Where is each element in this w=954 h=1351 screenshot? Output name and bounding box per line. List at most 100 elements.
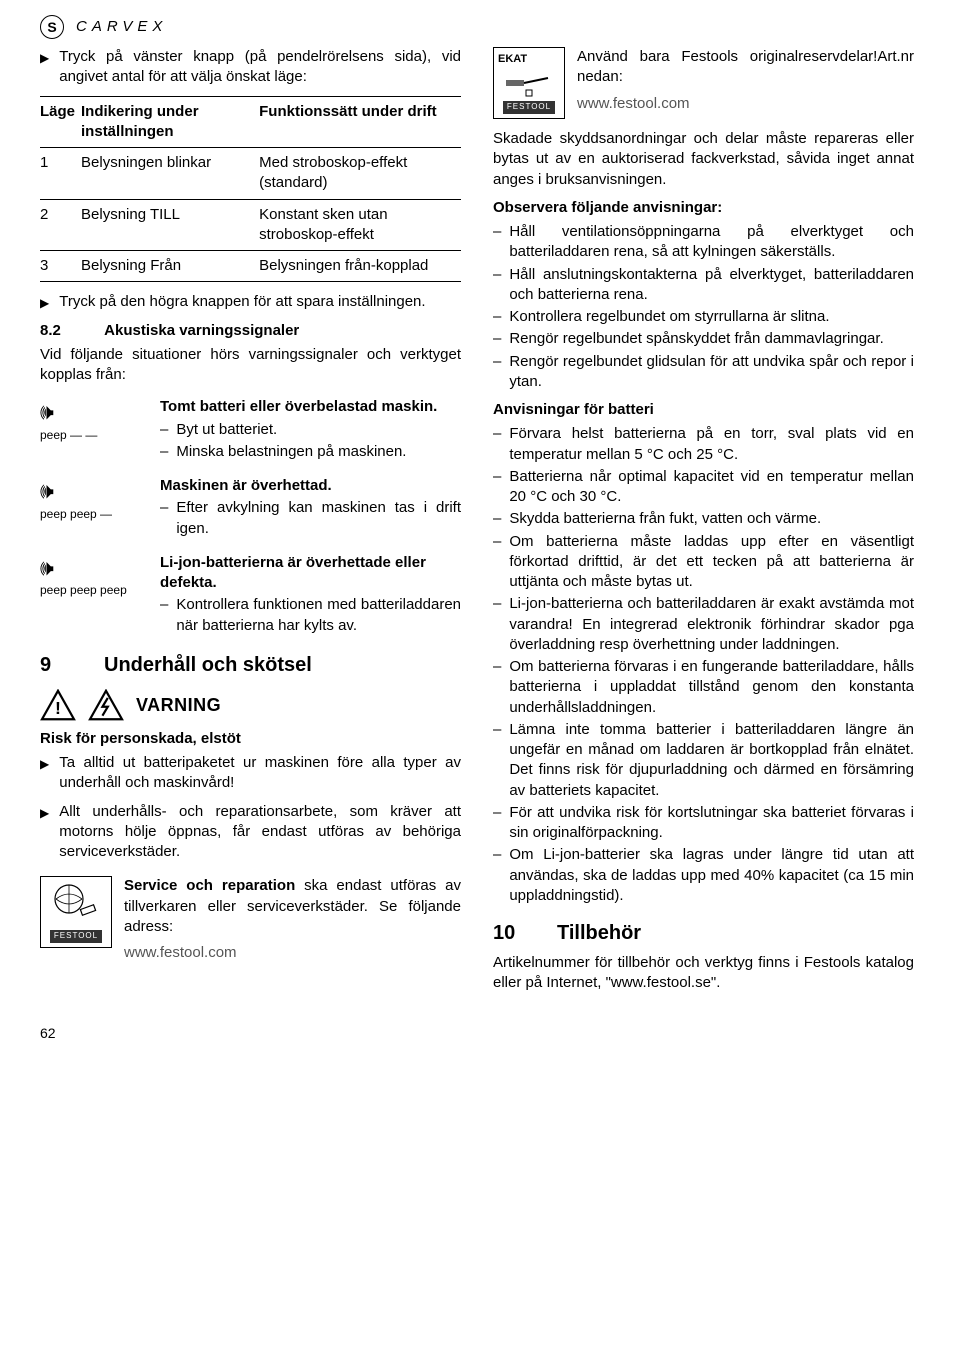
battery-list: –Förvara helst batterierna på en torr, s… xyxy=(493,424,914,906)
list-item: –Kontrollera funktionen med batteriladda… xyxy=(160,595,461,636)
left-column: ▶ Tryck på vänster knapp (på pendelrörel… xyxy=(40,47,461,994)
list-item: –Rengör regelbundet spånskyddet från dam… xyxy=(493,329,914,349)
list-item: –Håll ventilationsöppningarna på elverkt… xyxy=(493,222,914,263)
cell: Konstant sken utan stroboskop-effekt xyxy=(259,199,461,251)
globe-wrench-icon xyxy=(51,881,101,921)
signal-title: Tomt batteri eller överbelastad maskin. xyxy=(160,397,461,417)
festool-logo: FESTOOL xyxy=(50,930,102,943)
item-text: Rengör regelbundet glidsulan för att und… xyxy=(509,352,914,393)
th-indication: Indikering under inställningen xyxy=(81,96,259,148)
speaker-icon: 🕪 xyxy=(40,397,150,427)
list-item: –Batterierna når optimal kapacitet vid e… xyxy=(493,467,914,508)
list-item: –Minska belastningen på maskinen. xyxy=(160,442,461,462)
item-text: Kontrollera funktionen med batteriladdar… xyxy=(176,595,461,636)
item-text: Rengör regelbundet spånskyddet från damm… xyxy=(509,329,883,349)
warning-electric-icon xyxy=(88,689,124,721)
beep-pattern: peep peep peep xyxy=(40,582,150,598)
list-item: –Om Li-jon-batterier ska lagras under lä… xyxy=(493,845,914,906)
section-title: Akustiska varningssignaler xyxy=(104,322,299,339)
triangle-icon: ▶ xyxy=(40,292,49,312)
table-row: 1 Belysningen blinkar Med stroboskop-eff… xyxy=(40,148,461,200)
service-text: Service och reparation ska endast utföra… xyxy=(124,877,461,935)
item-text: Allt underhålls- och reparationsarbete, … xyxy=(59,802,461,863)
signal-icon-col: 🕪 peep peep peep xyxy=(40,553,150,638)
item-text: Skydda batterierna från fukt, vatten och… xyxy=(509,509,821,529)
section-8-2-heading: 8.2 Akustiska varningssignaler xyxy=(40,321,461,341)
language-badge: S xyxy=(40,15,64,39)
page-header: S CARVEX xyxy=(40,15,914,39)
section-9-heading: 9 Underhåll och skötsel xyxy=(40,652,461,679)
list-item: –Li-jon-batterierna och batteriladdaren … xyxy=(493,594,914,655)
list-item: –Kontrollera regelbundet om styrrullarna… xyxy=(493,307,914,327)
ekat-link: www.festool.com xyxy=(577,94,914,114)
triangle-icon: ▶ xyxy=(40,753,49,794)
screwdriver-icon xyxy=(504,70,554,98)
speaker-icon: 🕪 xyxy=(40,553,150,583)
list-item: –Rengör regelbundet glidsulan för att un… xyxy=(493,352,914,393)
intro-text: Tryck på vänster knapp (på pendelrörelse… xyxy=(59,47,461,88)
item-text: Om Li-jon-batterier ska lagras under län… xyxy=(509,845,914,906)
damaged-text: Skadade skyddsanordningar och delar måst… xyxy=(493,129,914,190)
section-number: 8.2 xyxy=(40,321,100,341)
cell: Belysningen från-kopplad xyxy=(259,251,461,282)
list-item: –Om batterierna måste laddas upp efter e… xyxy=(493,532,914,593)
after-table-bullet: ▶ Tryck på den högra knappen för att spa… xyxy=(40,292,461,312)
after-table-text: Tryck på den högra knappen för att spara… xyxy=(59,292,425,312)
sec10-text: Artikelnummer för tillbehör och verktyg … xyxy=(493,953,914,994)
cell: Med stroboskop-effekt (standard) xyxy=(259,148,461,200)
service-link: www.festool.com xyxy=(124,943,461,963)
cell: 2 xyxy=(40,199,81,251)
section-title: Underhåll och skötsel xyxy=(104,652,312,679)
list-item: –Lämna inte tomma batterier i batterilad… xyxy=(493,720,914,801)
ekat-label: EKAT xyxy=(498,52,527,67)
signal-title: Li-jon-batterierna är överhettade eller … xyxy=(160,553,461,594)
list-item: –Håll anslutningskontakterna på elverkty… xyxy=(493,265,914,306)
beep-pattern: peep ― ― xyxy=(40,427,150,443)
th-mode: Läge xyxy=(40,96,81,148)
signal-block: 🕪 peep peep peep Li-jon-batterierna är ö… xyxy=(40,553,461,638)
list-item: –Skydda batterierna från fukt, vatten oc… xyxy=(493,509,914,529)
warn-item: ▶ Ta alltid ut batteripaketet ur maskine… xyxy=(40,753,461,794)
triangle-icon: ▶ xyxy=(40,47,49,88)
cell: Belysning TILL xyxy=(81,199,259,251)
ekat-badge: EKAT FESTOOL xyxy=(493,47,565,119)
service-box: FESTOOL Service och reparation ska endas… xyxy=(40,876,461,963)
item-text: Minska belastningen på maskinen. xyxy=(176,442,406,462)
item-text: Byt ut batteriet. xyxy=(176,420,277,440)
battery-heading: Anvisningar för batteri xyxy=(493,400,914,420)
festool-logo: FESTOOL xyxy=(503,101,555,114)
list-item: –Förvara helst batterierna på en torr, s… xyxy=(493,424,914,465)
item-text: För att undvika risk för kortslutningar … xyxy=(509,803,914,844)
signal-title: Maskinen är överhettad. xyxy=(160,476,461,496)
observe-heading: Observera följande anvisningar: xyxy=(493,198,914,218)
cell: Belysningen blinkar xyxy=(81,148,259,200)
sec82-intro: Vid följande situationer hörs varningssi… xyxy=(40,345,461,386)
warning-row: ! VARNING xyxy=(40,689,461,721)
item-text: Ta alltid ut batteripaketet ur maskinen … xyxy=(59,753,461,794)
th-function: Funktionssätt under drift xyxy=(259,96,461,148)
ekat-text: Använd bara Festools originalreservdelar… xyxy=(577,47,914,88)
ekat-box: EKAT FESTOOL Använd bara Festools origin… xyxy=(493,47,914,119)
modes-table: Läge Indikering under inställningen Funk… xyxy=(40,96,461,283)
section-number: 10 xyxy=(493,920,537,947)
list-item: –Byt ut batteriet. xyxy=(160,420,461,440)
beep-pattern: peep peep ― xyxy=(40,506,150,522)
item-text: Efter avkylning kan maskinen tas i drift… xyxy=(176,498,461,539)
warning-subhead: Risk för personskada, elstöt xyxy=(40,729,461,749)
warning-exclamation-icon: ! xyxy=(40,689,76,721)
intro-bullet: ▶ Tryck på vänster knapp (på pendelrörel… xyxy=(40,47,461,88)
list-item: –Om batterierna förvaras i en fungerande… xyxy=(493,657,914,718)
item-text: Batterierna når optimal kapacitet vid en… xyxy=(509,467,914,508)
list-item: –För att undvika risk för kortslutningar… xyxy=(493,803,914,844)
table-row: 2 Belysning TILL Konstant sken utan stro… xyxy=(40,199,461,251)
item-text: Lämna inte tomma batterier i batteriladd… xyxy=(509,720,914,801)
list-item: –Efter avkylning kan maskinen tas i drif… xyxy=(160,498,461,539)
section-number: 9 xyxy=(40,652,84,679)
right-column: EKAT FESTOOL Använd bara Festools origin… xyxy=(493,47,914,994)
item-text: Li-jon-batterierna och batteriladdaren ä… xyxy=(509,594,914,655)
signal-block: 🕪 peep peep ― Maskinen är överhettad. –E… xyxy=(40,476,461,541)
item-text: Kontrollera regelbundet om styrrullarna … xyxy=(509,307,829,327)
item-text: Om batterierna förvaras i en fungerande … xyxy=(509,657,914,718)
svg-text:!: ! xyxy=(55,698,61,718)
signal-icon-col: 🕪 peep peep ― xyxy=(40,476,150,541)
